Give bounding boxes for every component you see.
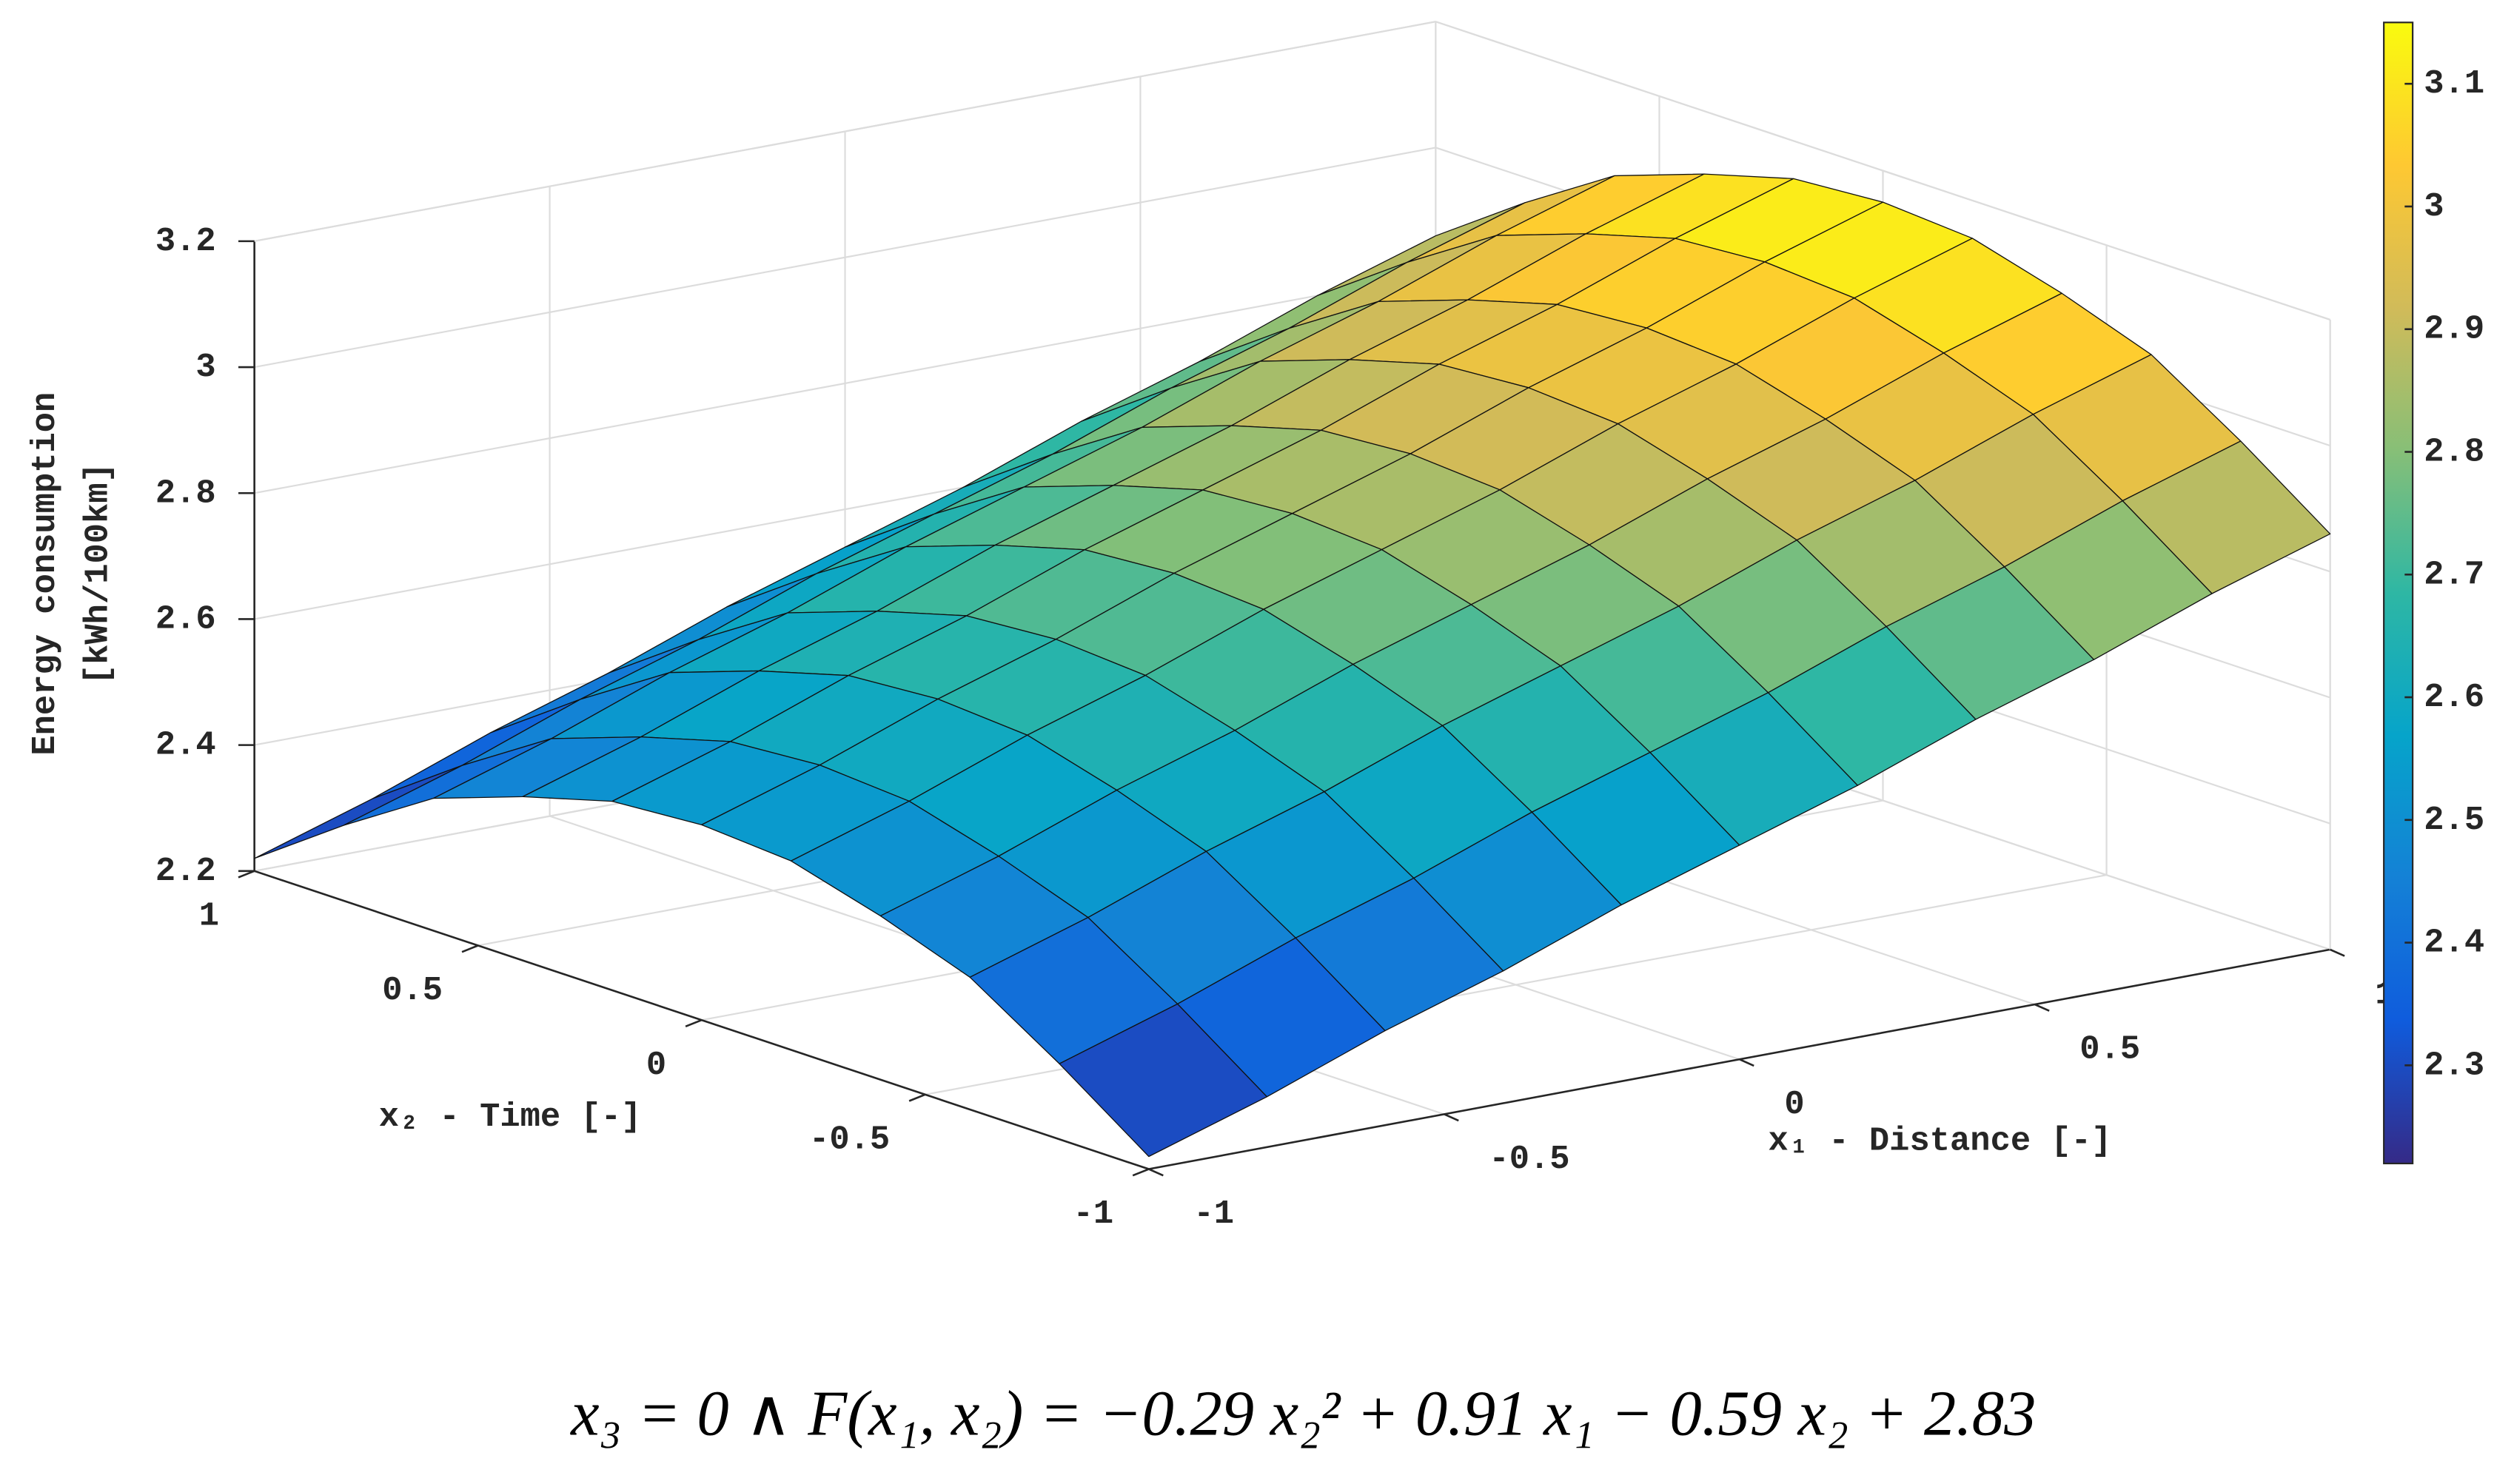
y-axis-label: x₂ - Time [-] [379, 1098, 642, 1136]
y-tick-label: -1 [1073, 1195, 1114, 1233]
z-tick-label: 2.6 [155, 600, 216, 638]
colorbar-tick-label: 2.9 [2424, 310, 2484, 349]
box-edge [1435, 21, 2330, 320]
surface [254, 173, 2331, 1158]
z-tick-label: 2.4 [155, 726, 216, 765]
colorbar-tick-label: 2.7 [2424, 555, 2484, 594]
colorbar-tick-label: 3 [2424, 187, 2444, 226]
caption: x₃ = 0 ∧ F(x₁, x₂) = −0.29 x₂² + 0.91 x₁… [569, 1377, 2036, 1448]
x-tick-label: -1 [1193, 1195, 1234, 1233]
z-axis-label: Energy consumption [26, 392, 64, 756]
x-tick [2330, 948, 2345, 957]
y-tick-label: 0.5 [382, 971, 443, 1010]
x-tick [1148, 1168, 1164, 1177]
colorbar-tick-label: 2.3 [2424, 1046, 2484, 1084]
y-tick [238, 870, 255, 879]
x-axis-label: x₁ - Distance [-] [1769, 1122, 2112, 1161]
y-tick [908, 1093, 926, 1102]
y-tick [685, 1018, 703, 1028]
x-tick-label: 0.5 [2079, 1030, 2140, 1069]
box-edge [254, 21, 1436, 242]
x-tick [1739, 1058, 1754, 1067]
surface-patch [1059, 1003, 1268, 1158]
x-tick-label: -0.5 [1489, 1140, 1569, 1178]
y-tick [1132, 1168, 1150, 1177]
z-tick-label: 3.2 [155, 222, 216, 261]
colorbar-tick-label: 2.6 [2424, 678, 2484, 716]
colorbar-tick-label: 2.4 [2424, 924, 2484, 962]
y-tick-label: -0.5 [809, 1120, 890, 1158]
z-tick-label: 3 [195, 348, 215, 386]
labels: 2.22.42.62.833.2-1-0.500.51-1-0.500.51x₁… [26, 21, 2484, 1233]
x-tick [2034, 1003, 2050, 1012]
z-tick-label: 2.8 [155, 474, 216, 512]
colorbar-tick-label: 2.5 [2424, 801, 2484, 839]
y-tick-label: 1 [199, 896, 219, 935]
surface-patch [254, 765, 463, 859]
x-tick-label: 0 [1784, 1085, 1804, 1124]
z-tick-label: 2.2 [155, 852, 216, 890]
y-tick-label: 0 [646, 1046, 666, 1084]
colorbar-tick-label: 3.1 [2424, 64, 2484, 103]
x-tick [1444, 1113, 1459, 1122]
y-tick [461, 944, 479, 953]
colorbar [2383, 21, 2414, 1165]
z-axis-label: [kWh/100km] [79, 463, 118, 685]
colorbar-tick-label: 2.8 [2424, 433, 2484, 471]
